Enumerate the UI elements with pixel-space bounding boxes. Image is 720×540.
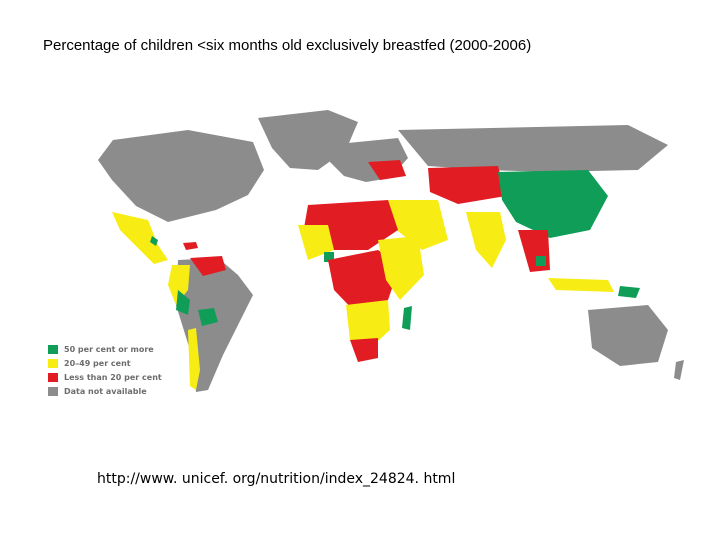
india xyxy=(466,212,506,268)
bolivia-green xyxy=(198,308,218,326)
map-legend: 50 per cent or more 20–49 per cent Less … xyxy=(48,342,162,398)
peru-green xyxy=(176,290,190,315)
cambodia-green xyxy=(536,256,546,266)
eastern-europe-red xyxy=(368,160,406,180)
legend-swatch-red xyxy=(48,372,58,382)
legend-item: 20–49 per cent xyxy=(48,356,162,370)
central-africa-red xyxy=(328,250,400,315)
madagascar-green xyxy=(402,306,412,330)
legend-item: 50 per cent or more xyxy=(48,342,162,356)
southern-africa-red xyxy=(350,338,378,362)
legend-swatch-yellow xyxy=(48,358,58,368)
indonesia xyxy=(548,278,614,292)
east-africa-yellow xyxy=(378,236,424,300)
legend-label: Data not available xyxy=(64,386,147,396)
north-america xyxy=(98,130,264,222)
central-america-green xyxy=(150,236,158,246)
legend-swatch-green xyxy=(48,344,58,354)
china xyxy=(498,170,608,238)
legend-item: Less than 20 per cent xyxy=(48,370,162,384)
map-shapes xyxy=(98,110,684,392)
central-asia xyxy=(428,166,506,204)
map-title: Percentage of children <six months old e… xyxy=(43,37,532,54)
west-africa-yellow xyxy=(298,225,334,260)
legend-label: 50 per cent or more xyxy=(64,344,154,354)
chile-yellow xyxy=(188,328,200,390)
source-link[interactable]: http://www. unicef. org/nutrition/index_… xyxy=(97,471,456,487)
legend-label: Less than 20 per cent xyxy=(64,372,162,382)
papua xyxy=(618,286,640,298)
caribbean xyxy=(183,242,198,250)
world-map xyxy=(98,110,684,392)
new-zealand xyxy=(674,360,684,380)
middle-east xyxy=(388,200,448,250)
south-america-north-red xyxy=(190,256,226,276)
central-america xyxy=(112,212,168,264)
legend-item: Data not available xyxy=(48,384,162,398)
southern-africa-yellow xyxy=(346,300,390,350)
russia xyxy=(398,125,668,172)
australia xyxy=(588,305,668,366)
legend-label: 20–49 per cent xyxy=(64,358,131,368)
legend-swatch-gray xyxy=(48,386,58,396)
south-america-yellow xyxy=(168,265,190,305)
